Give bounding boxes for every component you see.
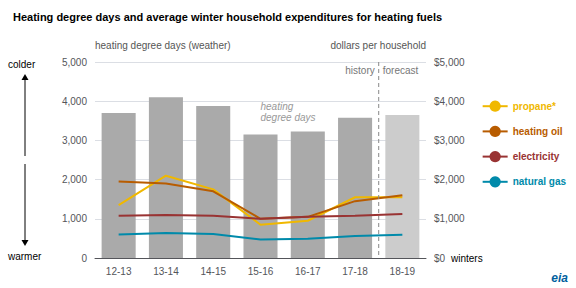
svg-text:5,000: 5,000: [62, 57, 87, 68]
svg-text:forecast: forecast: [383, 65, 419, 76]
svg-text:2,000: 2,000: [62, 174, 87, 185]
svg-text:15-16: 15-16: [248, 266, 274, 277]
svg-text:17-18: 17-18: [342, 266, 368, 277]
svg-text:winters: winters: [450, 253, 483, 264]
svg-text:heating oil: heating oil: [513, 126, 563, 137]
svg-text:14-15: 14-15: [200, 266, 226, 277]
svg-text:4,000: 4,000: [62, 96, 87, 107]
svg-text:18-19: 18-19: [390, 266, 416, 277]
svg-text:heating: heating: [261, 101, 294, 112]
svg-text:eia: eia: [551, 271, 568, 285]
svg-text:13-14: 13-14: [153, 266, 179, 277]
svg-text:0: 0: [81, 253, 87, 264]
svg-text:propane*: propane*: [513, 101, 556, 112]
svg-text:3,000: 3,000: [62, 135, 87, 146]
svg-text:$5,000: $5,000: [434, 57, 465, 68]
svg-text:history: history: [345, 65, 374, 76]
svg-text:$0: $0: [434, 253, 446, 264]
svg-text:warmer: warmer: [7, 251, 42, 262]
svg-text:natural gas: natural gas: [513, 176, 567, 187]
svg-text:electricity: electricity: [513, 151, 560, 162]
svg-text:16-17: 16-17: [295, 266, 321, 277]
svg-text:degree days: degree days: [261, 112, 316, 123]
svg-text:colder: colder: [8, 59, 36, 70]
svg-text:12-13: 12-13: [106, 266, 132, 277]
svg-text:dollars per household: dollars per household: [330, 40, 426, 51]
svg-text:Heating degree days and averag: Heating degree days and average winter h…: [13, 11, 442, 23]
svg-text:$3,000: $3,000: [434, 135, 465, 146]
svg-text:1,000: 1,000: [62, 213, 87, 224]
svg-text:heating degree days (weather): heating degree days (weather): [95, 40, 231, 51]
svg-text:$1,000: $1,000: [434, 213, 465, 224]
svg-text:$4,000: $4,000: [434, 96, 465, 107]
svg-text:$2,000: $2,000: [434, 174, 465, 185]
